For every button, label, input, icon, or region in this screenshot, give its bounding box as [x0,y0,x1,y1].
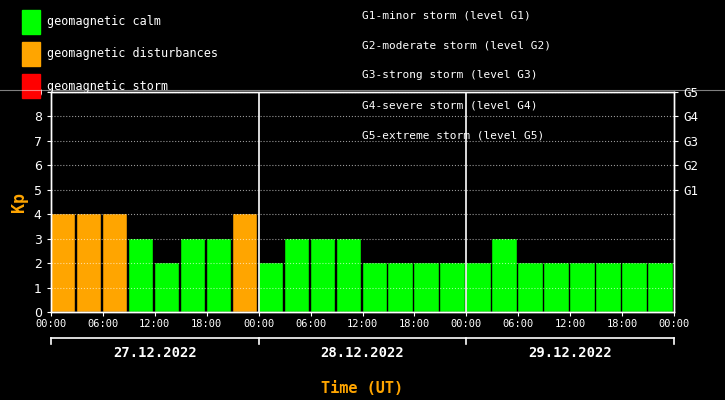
Bar [440,263,465,312]
Text: G2-moderate storm (level G2): G2-moderate storm (level G2) [362,40,552,50]
Text: G4-severe storm (level G4): G4-severe storm (level G4) [362,100,538,110]
Y-axis label: Kp: Kp [10,192,28,212]
Bar [571,263,595,312]
Bar [284,239,310,312]
Bar [154,263,179,312]
Bar [181,239,205,312]
Text: 27.12.2022: 27.12.2022 [113,346,196,360]
Bar [622,263,647,312]
Text: G3-strong storm (level G3): G3-strong storm (level G3) [362,70,538,80]
Bar [233,214,257,312]
Bar [518,263,543,312]
Bar [389,263,413,312]
Bar [51,214,75,312]
Bar [77,214,102,312]
Bar [596,263,621,312]
Text: geomagnetic storm: geomagnetic storm [47,80,168,92]
Text: G1-minor storm (level G1): G1-minor storm (level G1) [362,10,531,20]
Bar [466,263,491,312]
Bar [259,263,283,312]
Bar [129,239,154,312]
Bar [415,263,439,312]
Text: geomagnetic disturbances: geomagnetic disturbances [47,48,218,60]
Bar [310,239,335,312]
Text: 28.12.2022: 28.12.2022 [320,346,405,360]
Text: Time (UT): Time (UT) [321,381,404,396]
Text: G5-extreme storm (level G5): G5-extreme storm (level G5) [362,130,544,140]
Bar [103,214,128,312]
Text: geomagnetic calm: geomagnetic calm [47,16,161,28]
Bar [336,239,361,312]
Bar [492,239,517,312]
Bar [648,263,673,312]
Bar [544,263,569,312]
Bar [207,239,231,312]
Bar [362,263,387,312]
Text: 29.12.2022: 29.12.2022 [529,346,612,360]
